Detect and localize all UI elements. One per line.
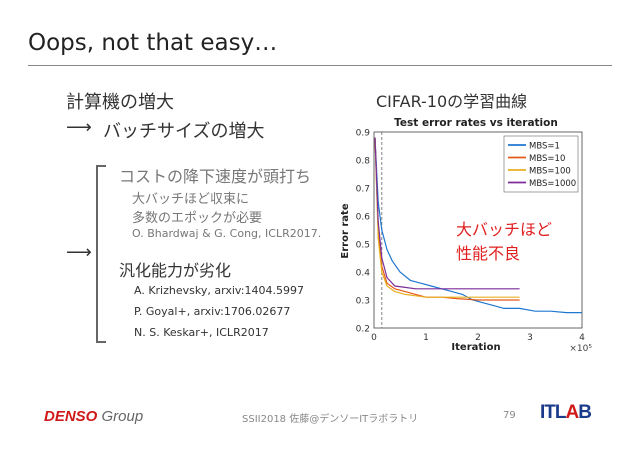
reference-bhardwaj: O. Bhardwaj & G. Cong, ICLR2017. xyxy=(132,227,322,240)
y-tick-label: 0.7 xyxy=(356,185,370,195)
annotation-line-1: 大バッチほど xyxy=(456,220,553,239)
y-tick-label: 0.9 xyxy=(356,129,371,139)
y-tick-label: 0.5 xyxy=(356,241,370,251)
annotation-line-2: 性能不良 xyxy=(456,244,521,263)
y-tick-label: 0.8 xyxy=(356,157,371,167)
x-tick-label: 1 xyxy=(423,333,429,343)
chart-legend: MBS=1 MBS=10 MBS=100 MBS=1000 xyxy=(503,135,579,193)
itlab-a: A xyxy=(565,402,580,423)
chart-heading: CIFAR-10の学習曲線 xyxy=(376,92,528,111)
legend-label: MBS=100 xyxy=(529,167,571,177)
x-axis-label: Iteration xyxy=(451,342,500,353)
heading-batch-growth: バッチサイズの増大 xyxy=(103,121,265,142)
itlab-l: L xyxy=(554,402,567,423)
x-tick-label: 2 xyxy=(475,333,481,343)
denso-logo: DENSO Group xyxy=(44,408,143,425)
x-tick-label: 4 xyxy=(579,333,585,343)
x-axis-multiplier: ×10⁵ xyxy=(569,344,592,354)
chart-title: Test error rates vs iteration xyxy=(394,117,558,129)
y-tick-label: 0.4 xyxy=(356,269,371,279)
x-tick-label: 3 xyxy=(527,333,533,343)
itlab-logo: ITLAB xyxy=(540,402,592,424)
error-rate-chart: Test error rates vs iteration 0.2 0.3 0.4 0… xyxy=(340,117,592,354)
denso-logo-text: DENSO xyxy=(44,408,98,425)
y-tick-label: 0.6 xyxy=(356,213,371,223)
y-tick-label: 0.3 xyxy=(356,297,370,307)
page-number: 79 xyxy=(503,410,516,421)
reference-krizhevsky: A. Krizhevsky, arxiv:1404.5997 xyxy=(134,284,304,297)
heading-compute-growth: 計算機の増大 xyxy=(66,92,174,113)
chart-series-group xyxy=(374,137,582,314)
cost-sub-line-2: 多数のエポックが必要 xyxy=(132,211,263,226)
legend-label: MBS=10 xyxy=(529,154,565,164)
chart-annotation: 大バッチほど 性能不良 xyxy=(456,218,566,266)
right-arrow-icon: ⟶ xyxy=(66,242,92,263)
itlab-it: IT xyxy=(540,402,556,423)
x-tick-label: 0 xyxy=(371,333,377,343)
heading-generalization: 汎化能力が劣化 xyxy=(119,261,232,280)
footer-credit: SSII2018 佐藤@デンソーITラボラトリ xyxy=(242,414,419,425)
itlab-b: B xyxy=(578,402,592,423)
series-line-4 xyxy=(374,137,520,290)
title-divider xyxy=(28,65,612,66)
heading-cost-plateau: コストの降下速度が頭打ち xyxy=(119,167,312,186)
legend-label: MBS=1000 xyxy=(529,179,576,189)
series-line-1 xyxy=(374,137,582,314)
reference-keskar: N. S. Keskar+, ICLR2017 xyxy=(134,326,269,339)
right-arrow-icon: ⟶ xyxy=(66,117,92,138)
cost-sub-line-1: 大バッチほど収束に xyxy=(132,192,250,207)
reference-goyal: P. Goyal+, arxiv:1706.02677 xyxy=(134,305,291,318)
y-tick-label: 0.2 xyxy=(356,325,370,335)
legend-label: MBS=1 xyxy=(529,142,560,152)
series-line-3 xyxy=(374,137,520,298)
slide-title: Oops, not that easy… xyxy=(28,30,278,56)
y-axis-label: Error rate xyxy=(340,203,351,258)
denso-group-text: Group xyxy=(101,408,144,425)
bracket-shape xyxy=(96,165,106,343)
